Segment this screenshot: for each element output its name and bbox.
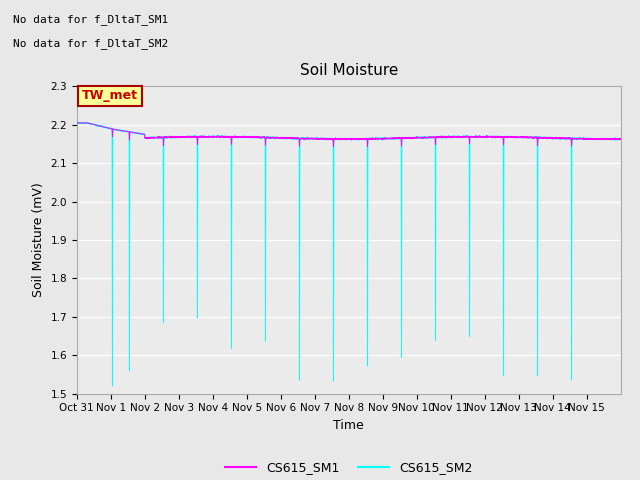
CS615_SM1 bbox=[539, 135, 547, 141]
CS615_SM2 bbox=[186, 133, 194, 139]
CS615_SM1 bbox=[73, 120, 81, 126]
CS615_SM1 bbox=[186, 134, 193, 140]
CS615_SM2 bbox=[525, 134, 532, 140]
CS615_SM1 bbox=[617, 136, 625, 142]
CS615_SM2 bbox=[617, 137, 625, 143]
CS615_SM1 bbox=[398, 135, 406, 141]
Title: Soil Moisture: Soil Moisture bbox=[300, 63, 398, 78]
CS615_SM2 bbox=[369, 137, 377, 143]
X-axis label: Time: Time bbox=[333, 419, 364, 432]
CS615_SM2 bbox=[398, 136, 406, 142]
CS615_SM2 bbox=[109, 383, 116, 389]
Text: TW_met: TW_met bbox=[82, 89, 138, 102]
CS615_SM1 bbox=[364, 144, 371, 150]
Text: No data for f_DltaT_SM1: No data for f_DltaT_SM1 bbox=[13, 14, 168, 25]
Line: CS615_SM1: CS615_SM1 bbox=[77, 123, 621, 147]
CS615_SM2 bbox=[499, 133, 506, 139]
CS615_SM2 bbox=[539, 136, 547, 142]
CS615_SM2 bbox=[75, 119, 83, 125]
CS615_SM1 bbox=[369, 136, 377, 142]
CS615_SM1 bbox=[525, 134, 532, 140]
CS615_SM2 bbox=[73, 120, 81, 126]
Line: CS615_SM2: CS615_SM2 bbox=[77, 122, 621, 386]
Text: No data for f_DltaT_SM2: No data for f_DltaT_SM2 bbox=[13, 38, 168, 49]
Legend: CS615_SM1, CS615_SM2: CS615_SM1, CS615_SM2 bbox=[220, 456, 478, 480]
Y-axis label: Soil Moisture (mV): Soil Moisture (mV) bbox=[32, 182, 45, 298]
CS615_SM1 bbox=[498, 134, 506, 140]
